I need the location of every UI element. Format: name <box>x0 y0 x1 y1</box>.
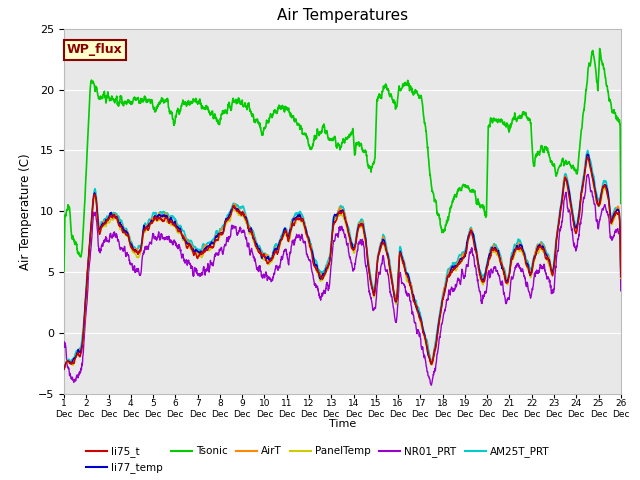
X-axis label: Time: Time <box>329 419 356 429</box>
Title: Air Temperatures: Air Temperatures <box>277 9 408 24</box>
Text: WP_flux: WP_flux <box>67 43 122 56</box>
Y-axis label: Air Temperature (C): Air Temperature (C) <box>19 153 33 269</box>
Legend: li75_t, li77_temp, Tsonic, AirT, PanelTemp, NR01_PRT, AM25T_PRT: li75_t, li77_temp, Tsonic, AirT, PanelTe… <box>86 446 549 473</box>
